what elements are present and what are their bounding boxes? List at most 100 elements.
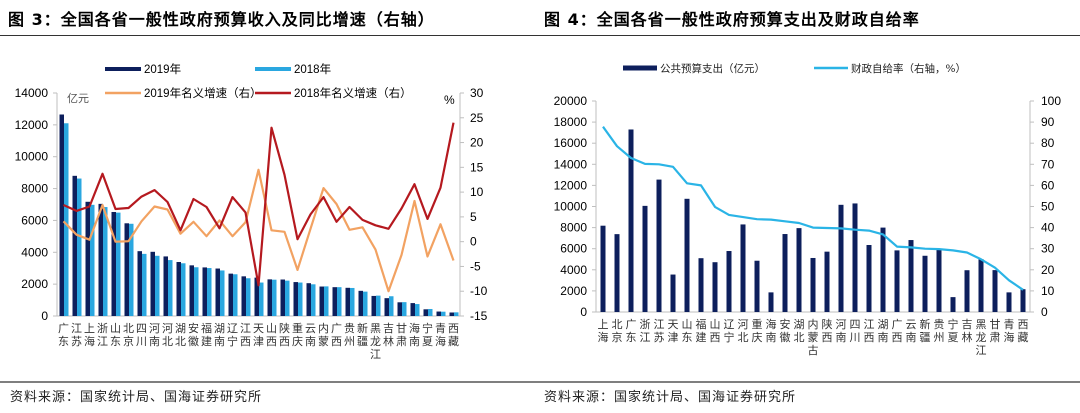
figure-3-chart: 0 2000 4000 6000 8000 10000 12000 14000 -15 -10 -5… [15,62,488,361]
right-axis-tick-label: 80 [1041,136,1055,150]
category-label: 江苏 [654,318,665,344]
category-label: 天津 [668,318,679,344]
left-axis-tick-label: 10000 [554,200,588,214]
bar-spending [852,203,858,312]
title-rule [0,35,540,36]
bar-2019 [293,282,298,316]
bar-2019 [189,265,194,316]
bar-2019 [202,267,207,316]
right-axis-tick-label: 15 [470,160,484,174]
bar-2019 [85,201,90,316]
category-label: 河北 [162,322,173,348]
bar-2018 [207,268,212,316]
bar-2018 [90,204,95,316]
right-axis-tick-label: 50 [1041,200,1055,214]
bar-2018 [103,207,108,316]
left-axis-tick-label: 0 [41,309,48,323]
category-label: 宁夏 [948,317,959,344]
left-axis-tick-label: 4000 [560,263,587,277]
bar-2019 [241,276,246,316]
bar-spending [978,259,984,312]
bar-2019 [397,302,402,316]
category-label: 福建 [696,317,707,344]
left-axis-tick-label: 6000 [21,213,48,227]
category-label: 辽宁 [724,318,735,344]
legend-label: 2018年 [294,62,331,76]
bar-spending [670,274,676,312]
title-rule [540,35,1080,36]
left-axis-tick-label: 14000 [554,157,588,171]
category-label: 甘肃 [990,318,1001,344]
figure-3-source: 资料来源：国家统计局、国海证券研究所 [10,390,263,405]
category-label: 广西 [892,318,903,344]
bar-spending [824,251,830,312]
right-unit-label: % [444,93,455,107]
bar-spending [754,260,760,312]
bar-spending [838,204,844,312]
left-unit-label: 亿元 [67,92,89,105]
bar-spending [740,224,746,312]
right-axis-tick-label: 90 [1041,115,1055,129]
bar-spending [880,227,886,312]
category-label: 安徽 [188,321,199,348]
bar-2018 [337,287,342,316]
category-label: 西藏 [1018,318,1029,344]
legend-label: 公共预算支出（亿元） [660,62,765,75]
bar-2018 [259,282,264,316]
bar-2019 [215,268,220,316]
category-label: 海南 [766,317,777,344]
category-label: 海南 [409,321,420,348]
bar-2019 [280,279,285,316]
bar-spending [1020,289,1026,312]
category-label: 福建 [201,321,212,348]
bar-2018 [441,311,446,316]
figure-4-chart: 0 2000 4000 6000 8000 10000 12000 14000 16000 180… [554,62,1062,357]
figure-4-panel: 图 4：全国各省一般性政府预算支出及财政自给率 0 2000 4000 6000 800… [540,0,1080,413]
bar-2019 [137,251,142,316]
bar-2018 [350,287,355,316]
category-label: 安徽 [780,317,791,344]
category-label: 重庆 [752,317,763,344]
bar-spending [922,255,928,312]
figure-4-title: 图 4：全国各省一般性政府预算支出及财政自给率 [544,10,920,29]
right-axis-tick-label: 40 [1041,221,1055,235]
left-axis-tick-label: 10000 [15,150,49,164]
bar-spending [796,228,802,312]
bar-2018 [363,291,368,316]
legend-label: 2019年名义增速（右） [144,86,262,100]
bar-2018 [194,267,199,316]
left-axis-tick-label: 0 [580,305,587,319]
category-label: 天津 [253,322,264,348]
bar-spending [964,270,970,312]
bar-2018 [129,223,134,316]
bar-2018 [116,212,121,316]
bar-2019 [384,298,389,316]
bar-2019 [72,175,77,316]
bar-2019 [176,262,181,316]
bar-2019 [254,277,259,316]
bar-2018 [155,255,160,316]
left-axis-tick-label: 18000 [554,115,588,129]
bar-2019 [228,273,233,316]
right-axis-tick-label: 10 [1041,284,1055,298]
right-axis-tick-label: 20 [470,136,484,150]
category-label: 河南 [149,322,160,348]
category-label: 北京 [612,318,623,344]
right-axis-tick-label: 30 [1041,242,1055,256]
right-axis-tick-label: 10 [470,185,484,199]
category-label: 湖北 [175,322,186,348]
left-axis-tick-label: 8000 [21,182,48,196]
bar-2019 [410,303,415,316]
bar-2018 [415,304,420,316]
bar-2018 [246,278,251,316]
category-label: 上海 [598,318,609,344]
category-label: 北京 [123,322,134,348]
category-label: 山西 [710,318,721,344]
left-axis-tick-label: 12000 [15,118,49,132]
right-axis-tick-label: 60 [1041,178,1055,192]
bar-spending [1006,292,1012,312]
category-label: 山东 [110,322,121,348]
line-series-3 [63,122,455,287]
bar-spending [698,258,704,312]
bar-2019 [358,290,363,316]
